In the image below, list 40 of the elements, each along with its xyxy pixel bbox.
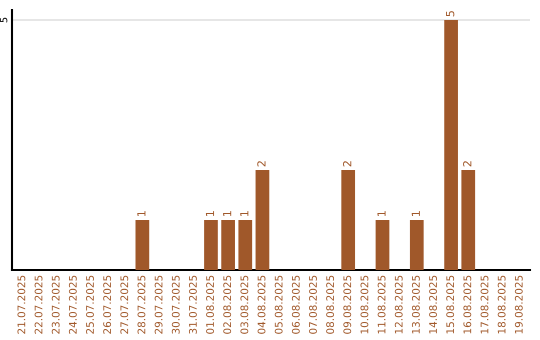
- data-label: 2: [463, 161, 472, 166]
- x-tick-label: 27.07.2025: [120, 276, 128, 334]
- x-tick-label: 02.08.2025: [223, 276, 232, 334]
- x-tick-label: 05.08.2025: [274, 276, 283, 334]
- x-tick-label: 16.08.2025: [463, 276, 472, 334]
- x-tick-label: 03.08.2025: [240, 276, 248, 334]
- x-tick-label: 31.07.2025: [188, 276, 197, 334]
- x-tick-label: 11.08.2025: [378, 276, 386, 334]
- x-tick-label: 25.07.2025: [86, 276, 94, 334]
- x-tick-label: 29.07.2025: [154, 276, 163, 334]
- x-tick-label: 09.08.2025: [343, 276, 352, 334]
- x-tick-label: 13.08.2025: [412, 276, 420, 334]
- x-tick-label: 01.08.2025: [206, 276, 214, 334]
- x-tick-label: 07.08.2025: [309, 276, 317, 334]
- data-label: 5: [446, 11, 454, 16]
- x-tick-label: 12.08.2025: [394, 276, 403, 334]
- x-tick-label: 14.08.2025: [429, 276, 437, 334]
- data-label: 1: [412, 211, 420, 216]
- x-tick-label: 15.08.2025: [446, 276, 454, 334]
- data-label: 1: [206, 211, 214, 216]
- x-tick-label: 04.08.2025: [258, 276, 266, 334]
- x-tick-label: 10.08.2025: [360, 276, 368, 334]
- data-label: 2: [257, 161, 266, 166]
- data-label: 2: [343, 161, 352, 166]
- x-tick-label: 30.07.2025: [172, 276, 180, 334]
- data-label: 1: [223, 211, 232, 216]
- x-tick-label: 21.07.2025: [17, 276, 26, 334]
- x-tick-label: 06.08.2025: [292, 276, 300, 334]
- x-tick-label: 19.08.2025: [514, 276, 523, 334]
- x-tick-label: 22.07.2025: [34, 276, 42, 334]
- x-tick-label: 08.08.2025: [326, 276, 334, 334]
- x-tick-label: 26.07.2025: [103, 276, 112, 334]
- x-tick-label: 17.08.2025: [480, 276, 488, 334]
- x-tick-label: 24.07.2025: [68, 276, 77, 334]
- x-tick-label: 18.08.2025: [498, 276, 506, 334]
- data-label: 1: [137, 211, 146, 216]
- data-label: 1: [377, 211, 386, 216]
- data-label: 1: [240, 211, 248, 216]
- x-tick-label: 23.07.2025: [52, 276, 60, 334]
- x-tick-label: 28.07.2025: [138, 276, 146, 334]
